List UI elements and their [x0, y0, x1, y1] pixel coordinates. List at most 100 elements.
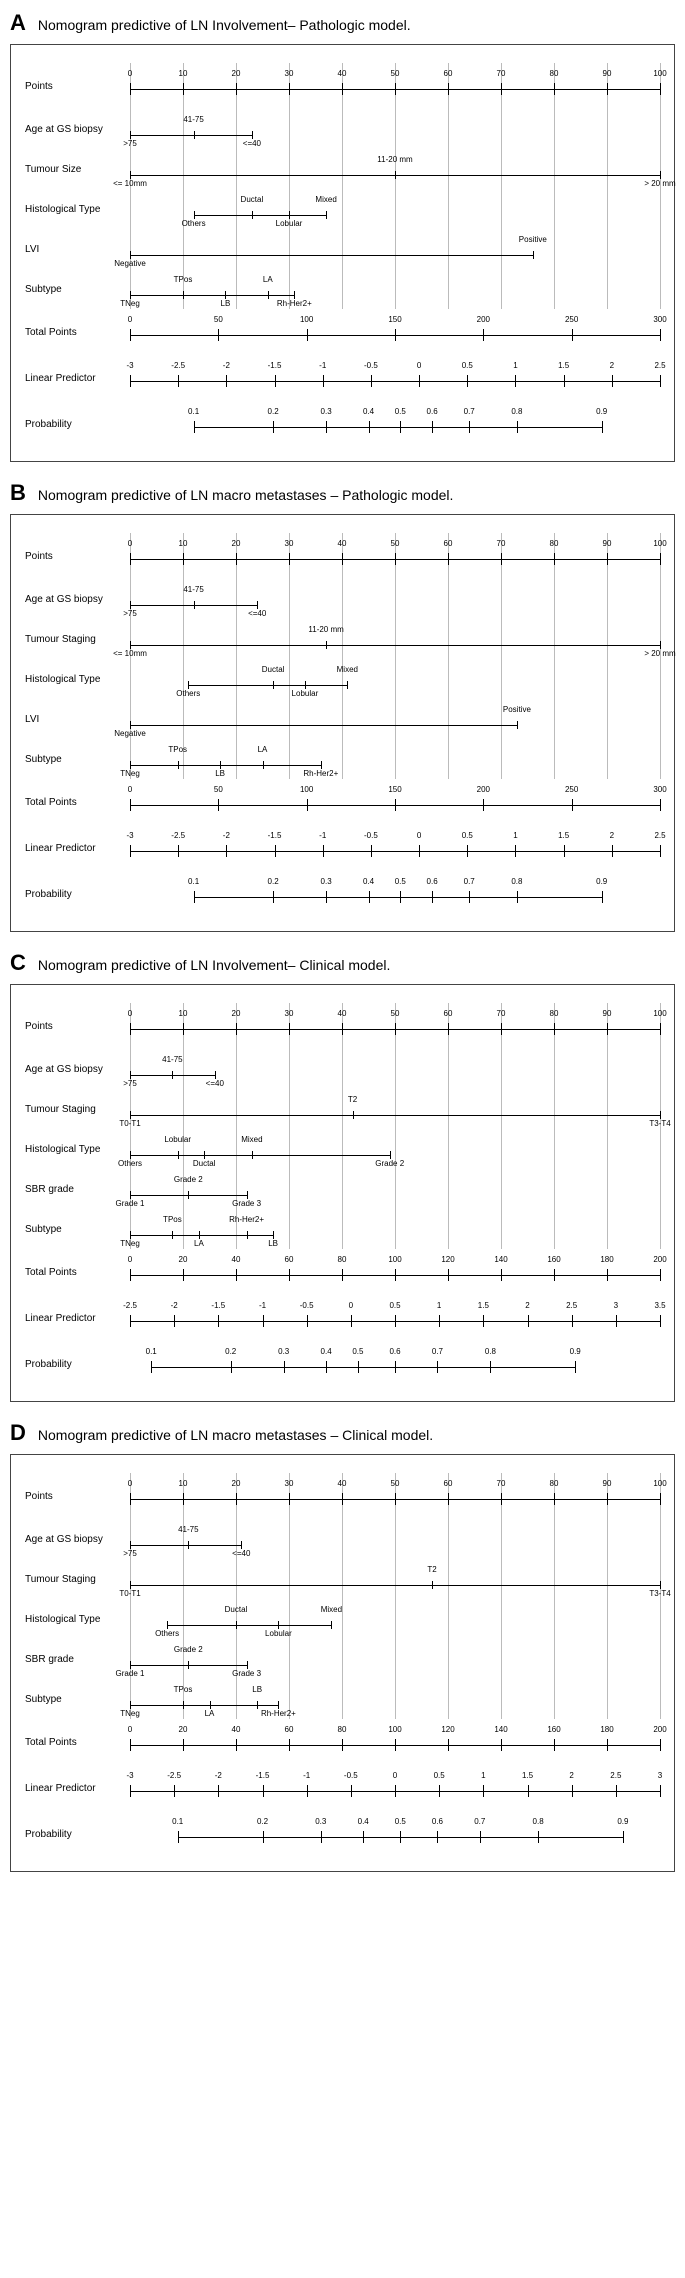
nomogram-row: Probability0.10.20.30.40.50.60.70.80.9	[25, 1341, 660, 1387]
category-label: >75	[123, 139, 137, 148]
tick-label: 0.8	[511, 877, 522, 886]
axis-line	[130, 1705, 278, 1706]
row-canvas: PositiveNegative	[130, 699, 660, 739]
tick-label: 0.5	[395, 407, 406, 416]
row-canvas: 0102030405060708090100	[130, 1473, 660, 1519]
panel-letter: D	[10, 1420, 26, 1446]
nomogram-row: Linear Predictor-3-2.5-2-1.5-1-0.500.511…	[25, 825, 660, 871]
tick	[342, 553, 343, 565]
tick	[130, 1315, 131, 1327]
tick-label: 90	[603, 1479, 612, 1488]
row-label: SBR grade	[25, 1654, 130, 1665]
tick-label: 60	[444, 1009, 453, 1018]
panel-D: DNomogram predictive of LN macro metasta…	[0, 1410, 685, 1880]
row-canvas: 050100150200250300	[130, 779, 660, 825]
nomogram-row: Probability0.10.20.30.40.50.60.70.80.9	[25, 871, 660, 917]
tick	[130, 1231, 131, 1239]
tick	[616, 1785, 617, 1797]
row-label: Histological Type	[25, 674, 130, 685]
category-label: T0-T1	[119, 1589, 140, 1598]
row-canvas: 0102030405060708090100	[130, 1003, 660, 1049]
row-label: Age at GS biopsy	[25, 594, 130, 605]
row-canvas: T2T0-T1T3-T4	[130, 1559, 660, 1599]
tick-label: 150	[388, 785, 401, 794]
row-canvas: -2.5-2-1.5-1-0.500.511.522.533.5	[130, 1295, 660, 1341]
tick	[210, 1701, 211, 1709]
tick	[395, 1739, 396, 1751]
category-label: Rh-Her2+	[229, 1215, 264, 1224]
tick-label: 1.5	[522, 1771, 533, 1780]
tick	[194, 891, 195, 903]
row-label: Points	[25, 1491, 130, 1502]
tick-label: -2	[223, 361, 230, 370]
axis-line	[130, 645, 660, 646]
category-label: Positive	[503, 705, 531, 714]
tick-label: 3.5	[654, 1301, 665, 1310]
tick	[660, 1739, 661, 1751]
tick-label: 0.8	[485, 1347, 496, 1356]
tick	[660, 553, 661, 565]
category-label: T2	[427, 1565, 436, 1574]
nomogram-row: SubtypeTPosLBTNegLARh-Her2+	[25, 1679, 660, 1719]
category-label: TPos	[174, 1685, 193, 1694]
row-canvas: Grade 2Grade 1Grade 3	[130, 1639, 660, 1679]
tick-label: -2.5	[123, 1301, 137, 1310]
tick	[395, 329, 396, 341]
category-label: LB	[215, 769, 225, 778]
tick-label: 20	[232, 69, 241, 78]
tick	[501, 1269, 502, 1281]
row-canvas: 41-75>75<=40	[130, 1519, 660, 1559]
tick	[130, 1111, 131, 1119]
tick	[660, 1023, 661, 1035]
tick	[515, 375, 516, 387]
tick-label: 0.4	[363, 877, 374, 886]
tick-label: 30	[285, 539, 294, 548]
nomogram-row: Total Points050100150200250300	[25, 779, 660, 825]
category-label: T2	[348, 1095, 357, 1104]
tick-label: -0.5	[344, 1771, 358, 1780]
tick	[236, 1023, 237, 1035]
row-label: Points	[25, 81, 130, 92]
row-canvas: -3-2.5-2-1.5-1-0.500.511.522.5	[130, 355, 660, 401]
tick	[130, 83, 131, 95]
tick-label: 0	[128, 1255, 132, 1264]
tick	[363, 1831, 364, 1843]
row-label: Age at GS biopsy	[25, 1534, 130, 1545]
axis-line	[167, 1625, 331, 1626]
tick	[323, 375, 324, 387]
tick	[467, 375, 468, 387]
row-label: Histological Type	[25, 1614, 130, 1625]
tick-label: 0.9	[570, 1347, 581, 1356]
tick-label: 20	[232, 1009, 241, 1018]
nomogram-row: Histological TypeDuctalMixedOthersLobula…	[25, 1599, 660, 1639]
tick	[528, 1315, 529, 1327]
tick	[554, 1493, 555, 1505]
category-label: >75	[123, 1079, 137, 1088]
tick	[174, 1315, 175, 1327]
tick-label: -2	[223, 831, 230, 840]
tick-label: 0.6	[427, 407, 438, 416]
tick	[257, 601, 258, 609]
tick-label: 160	[547, 1255, 560, 1264]
axis-line	[130, 851, 660, 852]
tick	[607, 1493, 608, 1505]
category-label: Grade 3	[232, 1669, 261, 1678]
panel-C: CNomogram predictive of LN Involvement– …	[0, 940, 685, 1410]
tick-label: -2	[215, 1771, 222, 1780]
tick-label: 50	[391, 1479, 400, 1488]
tick	[252, 1151, 253, 1159]
nomogram-row: Tumour StagingT2T0-T1T3-T4	[25, 1559, 660, 1599]
tick	[660, 1269, 661, 1281]
tick	[572, 799, 573, 811]
row-canvas: 0.10.20.30.40.50.60.70.80.9	[130, 871, 660, 917]
row-canvas: 050100150200250300	[130, 309, 660, 355]
tick-label: 0.4	[321, 1347, 332, 1356]
tick	[538, 1831, 539, 1843]
tick	[130, 1071, 131, 1079]
tick	[218, 329, 219, 341]
tick-label: -1.5	[211, 1301, 225, 1310]
tick-label: 0.7	[464, 407, 475, 416]
tick-label: 1.5	[478, 1301, 489, 1310]
tick-label: 0	[128, 1009, 132, 1018]
tick	[660, 1785, 661, 1797]
